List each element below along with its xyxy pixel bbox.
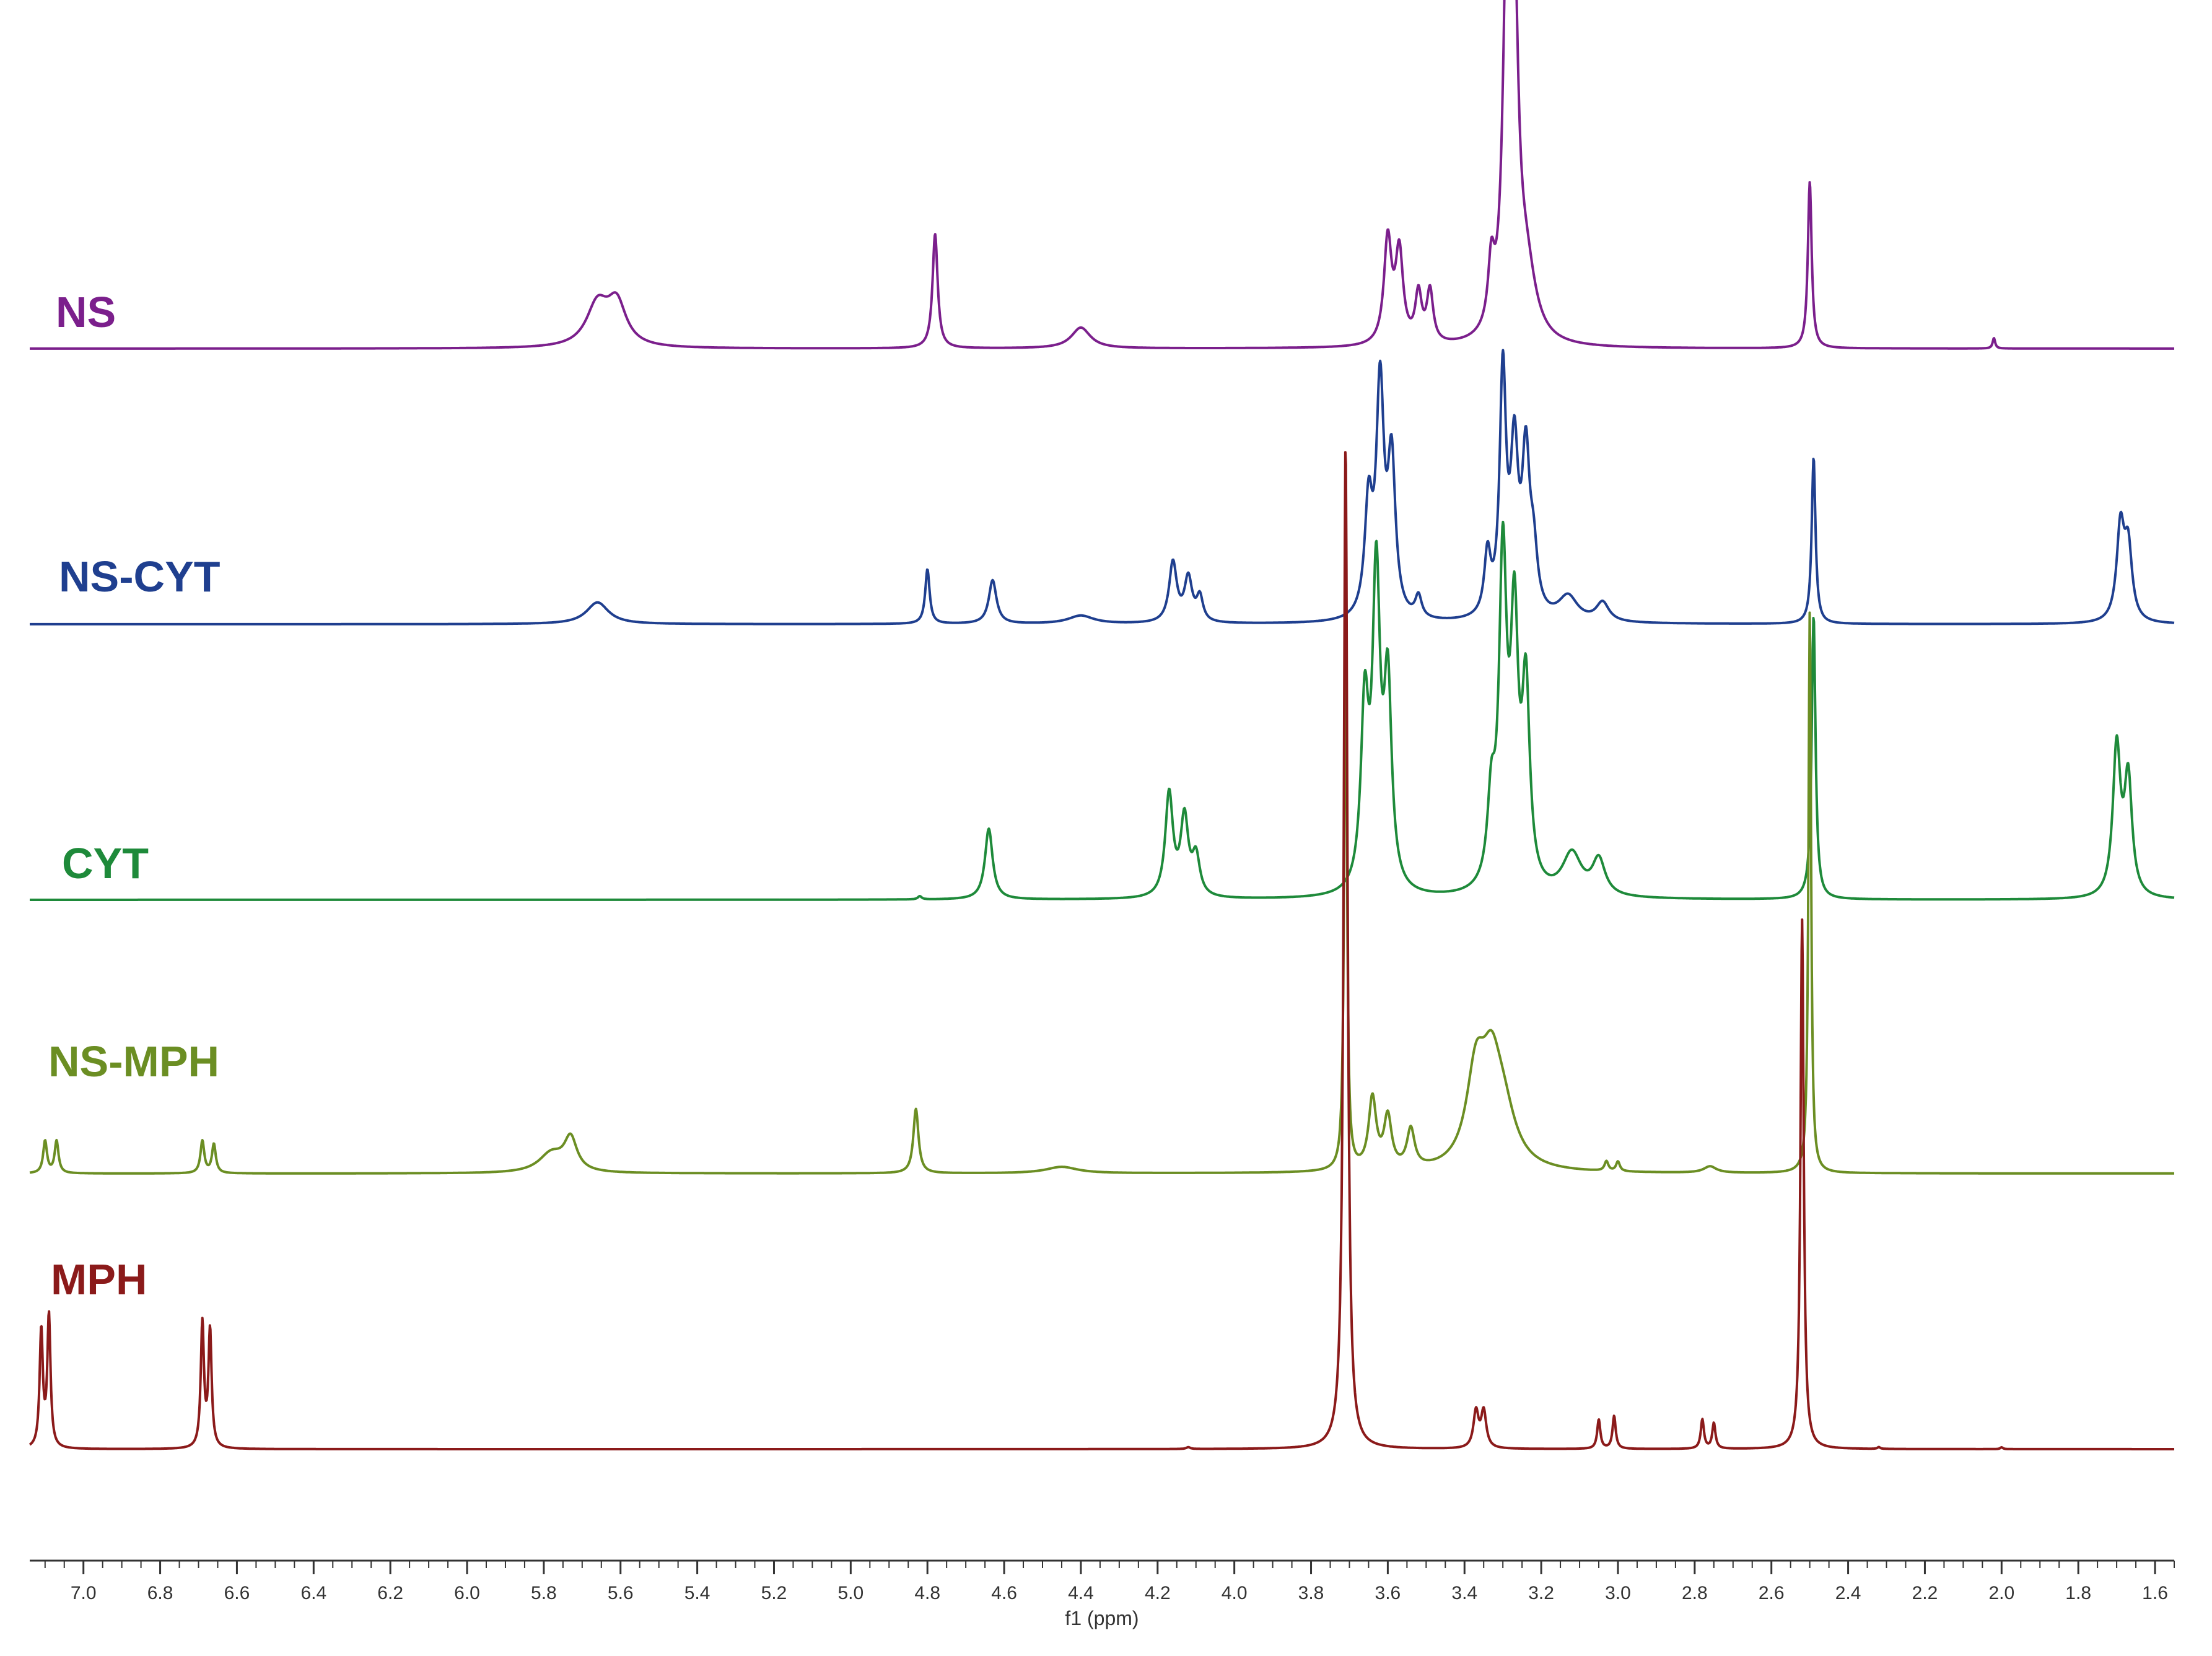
x-tick-label: 6.8 — [147, 1583, 173, 1603]
x-tick-label: 2.6 — [1759, 1583, 1785, 1603]
x-tick-label: 5.2 — [761, 1583, 787, 1603]
trace-ns — [28, 0, 2175, 350]
x-tick-label: 4.2 — [1145, 1583, 1171, 1603]
x-tick-label: 4.8 — [914, 1583, 940, 1603]
x-tick-label: 2.4 — [1835, 1583, 1861, 1603]
x-tick-label: 3.8 — [1298, 1583, 1324, 1603]
series-labels: NS NS-CYT CYT NS-MPH MPH — [48, 288, 221, 1304]
trace-ns-mph — [28, 582, 2175, 1175]
x-tick-label: 3.4 — [1451, 1583, 1477, 1603]
x-tick-label: 5.6 — [608, 1583, 634, 1603]
trace-ns-cyt — [28, 349, 2175, 625]
x-tick-label: 2.2 — [1912, 1583, 1938, 1603]
x-tick-label: 5.0 — [837, 1583, 863, 1603]
series-label-ns: NS — [56, 288, 116, 336]
series-label-mph: MPH — [51, 1255, 147, 1304]
x-axis-ticks: 7.0 6.8 6.6 6.4 6.2 6.0 5.8 5.6 5.4 5.2 5.0 4.8 4.6 4… — [44, 1561, 2175, 1603]
x-tick-label: 5.8 — [531, 1583, 557, 1603]
x-tick-label: 1.8 — [2065, 1583, 2091, 1603]
trace-cyt — [28, 520, 2175, 901]
x-tick-label: 2.0 — [1988, 1583, 2014, 1603]
x-tick-label: 6.0 — [454, 1583, 480, 1603]
x-tick-label: 4.6 — [991, 1583, 1017, 1603]
x-tick-label: 2.8 — [1682, 1583, 1708, 1603]
series-label-ns-mph: NS-MPH — [48, 1037, 219, 1086]
series-label-cyt: CYT — [62, 839, 149, 887]
series-label-ns-cyt: NS-CYT — [59, 552, 221, 601]
x-tick-label: 4.0 — [1222, 1583, 1248, 1603]
x-axis: 7.0 6.8 6.6 6.4 6.2 6.0 5.8 5.6 5.4 5.2 5.0 4.8 4.6 4… — [30, 1559, 2175, 1629]
x-tick-label: 4.4 — [1068, 1583, 1094, 1603]
x-tick-label: 3.6 — [1375, 1583, 1401, 1603]
x-tick-label: 3.0 — [1605, 1583, 1631, 1603]
x-tick-label: 7.0 — [71, 1583, 97, 1603]
trace-mph — [28, 451, 2175, 1450]
x-axis-title: f1 (ppm) — [1065, 1607, 1139, 1629]
x-tick-label: 6.4 — [300, 1583, 326, 1603]
x-tick-label: 3.2 — [1528, 1583, 1554, 1603]
spectra-traces — [28, 0, 2175, 1450]
x-tick-label: 5.4 — [684, 1583, 710, 1603]
x-tick-label: 6.2 — [377, 1583, 403, 1603]
x-tick-label: 6.6 — [224, 1583, 250, 1603]
x-tick-label: 1.6 — [2142, 1583, 2168, 1603]
